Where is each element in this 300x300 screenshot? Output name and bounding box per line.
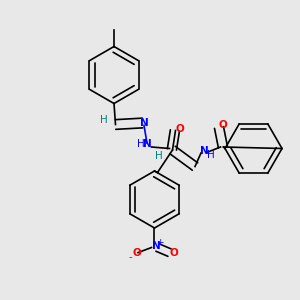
Text: H: H bbox=[155, 151, 163, 161]
Text: O: O bbox=[176, 124, 184, 134]
Text: H: H bbox=[136, 139, 144, 149]
Text: O: O bbox=[169, 248, 178, 259]
Text: H: H bbox=[207, 150, 214, 161]
Text: O: O bbox=[132, 248, 141, 259]
Text: N: N bbox=[142, 139, 152, 149]
Text: O: O bbox=[218, 120, 227, 130]
Text: N: N bbox=[200, 146, 208, 157]
Text: -: - bbox=[129, 252, 132, 262]
Text: +: + bbox=[156, 238, 164, 247]
Text: N: N bbox=[152, 241, 160, 251]
Text: N: N bbox=[140, 118, 148, 128]
Text: H: H bbox=[100, 115, 108, 125]
